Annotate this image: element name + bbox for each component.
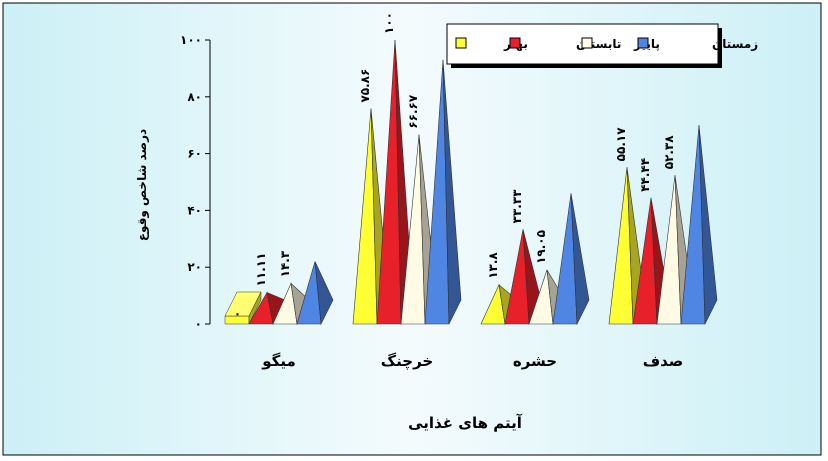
bar-side (570, 193, 590, 326)
data-label: ۴۴.۴۴ (638, 158, 652, 192)
data-label: ۷۵.۸۶ (358, 69, 372, 103)
legend-swatch (509, 37, 521, 49)
y-tick-label: ۱۰۰ (180, 33, 202, 47)
x-axis-categories: میگو خرچنگ حشره صدف (261, 352, 683, 371)
bar-بهار (480, 283, 518, 325)
data-label: ۰ (230, 311, 244, 318)
data-label: ۳۳.۳۳ (510, 189, 524, 224)
bar-side (442, 59, 462, 325)
plot-area (224, 39, 718, 326)
bar-زمستان (424, 59, 462, 325)
y-tick-label: ۴۰ (187, 203, 202, 217)
bar-side (248, 291, 262, 325)
bar-زمستان (552, 193, 590, 326)
bar-زمستان (296, 261, 334, 326)
legend-swatch (637, 37, 649, 49)
bar-بهار (224, 291, 262, 325)
bar-تابستان (248, 291, 286, 325)
legend-swatch (455, 37, 467, 49)
bar-side (314, 261, 334, 326)
data-label: ۶۶.۶۷ (406, 94, 420, 129)
bar-زمستان (680, 125, 718, 325)
y-tick-label: ۸۰ (187, 90, 202, 104)
data-label: ۱۴.۳ (278, 250, 292, 277)
data-label: ۵۵.۱۷ (614, 127, 628, 162)
x-axis-title: آیتم های غذایی (408, 414, 523, 432)
data-label: ۱۳.۸ (486, 252, 500, 279)
data-labels: ۰ ۷۵.۸۶ ۱۳.۸ ۵۵.۱۷ ۱۱.۱۱ ۱۰۰ ۳۳.۳۳ ۴۴.۴۴ ۱۴.۳ ۶۶.… (230, 12, 676, 318)
data-label: ۱۱.۱۱ (254, 253, 268, 287)
y-axis: ۰ ۲۰ ۴۰ ۶۰ ۸۰ ۱۰۰ (180, 33, 211, 331)
data-label: ۵۲.۳۸ (662, 135, 676, 170)
x-category-label: صدف (643, 352, 684, 370)
y-axis-title: درصد شاخص وقوع (135, 129, 150, 241)
legend-label: زمستان (712, 37, 758, 51)
x-category-label: خرچنگ (381, 352, 433, 371)
data-label: ۱۹.۰۵ (534, 230, 548, 264)
legend-swatch (581, 37, 593, 49)
data-label: ۱۰۰ (382, 12, 396, 34)
x-category-label: حشره (513, 352, 557, 370)
legend: بهارتابستانپاییززمستان (446, 23, 758, 68)
y-tick-label: ۰ (195, 317, 202, 331)
bar-side (698, 125, 718, 325)
y-tick-label: ۲۰ (187, 260, 202, 274)
bar-پاییز (272, 282, 310, 325)
y-tick-label: ۶۰ (187, 147, 202, 161)
x-category-label: میگو (261, 352, 296, 370)
